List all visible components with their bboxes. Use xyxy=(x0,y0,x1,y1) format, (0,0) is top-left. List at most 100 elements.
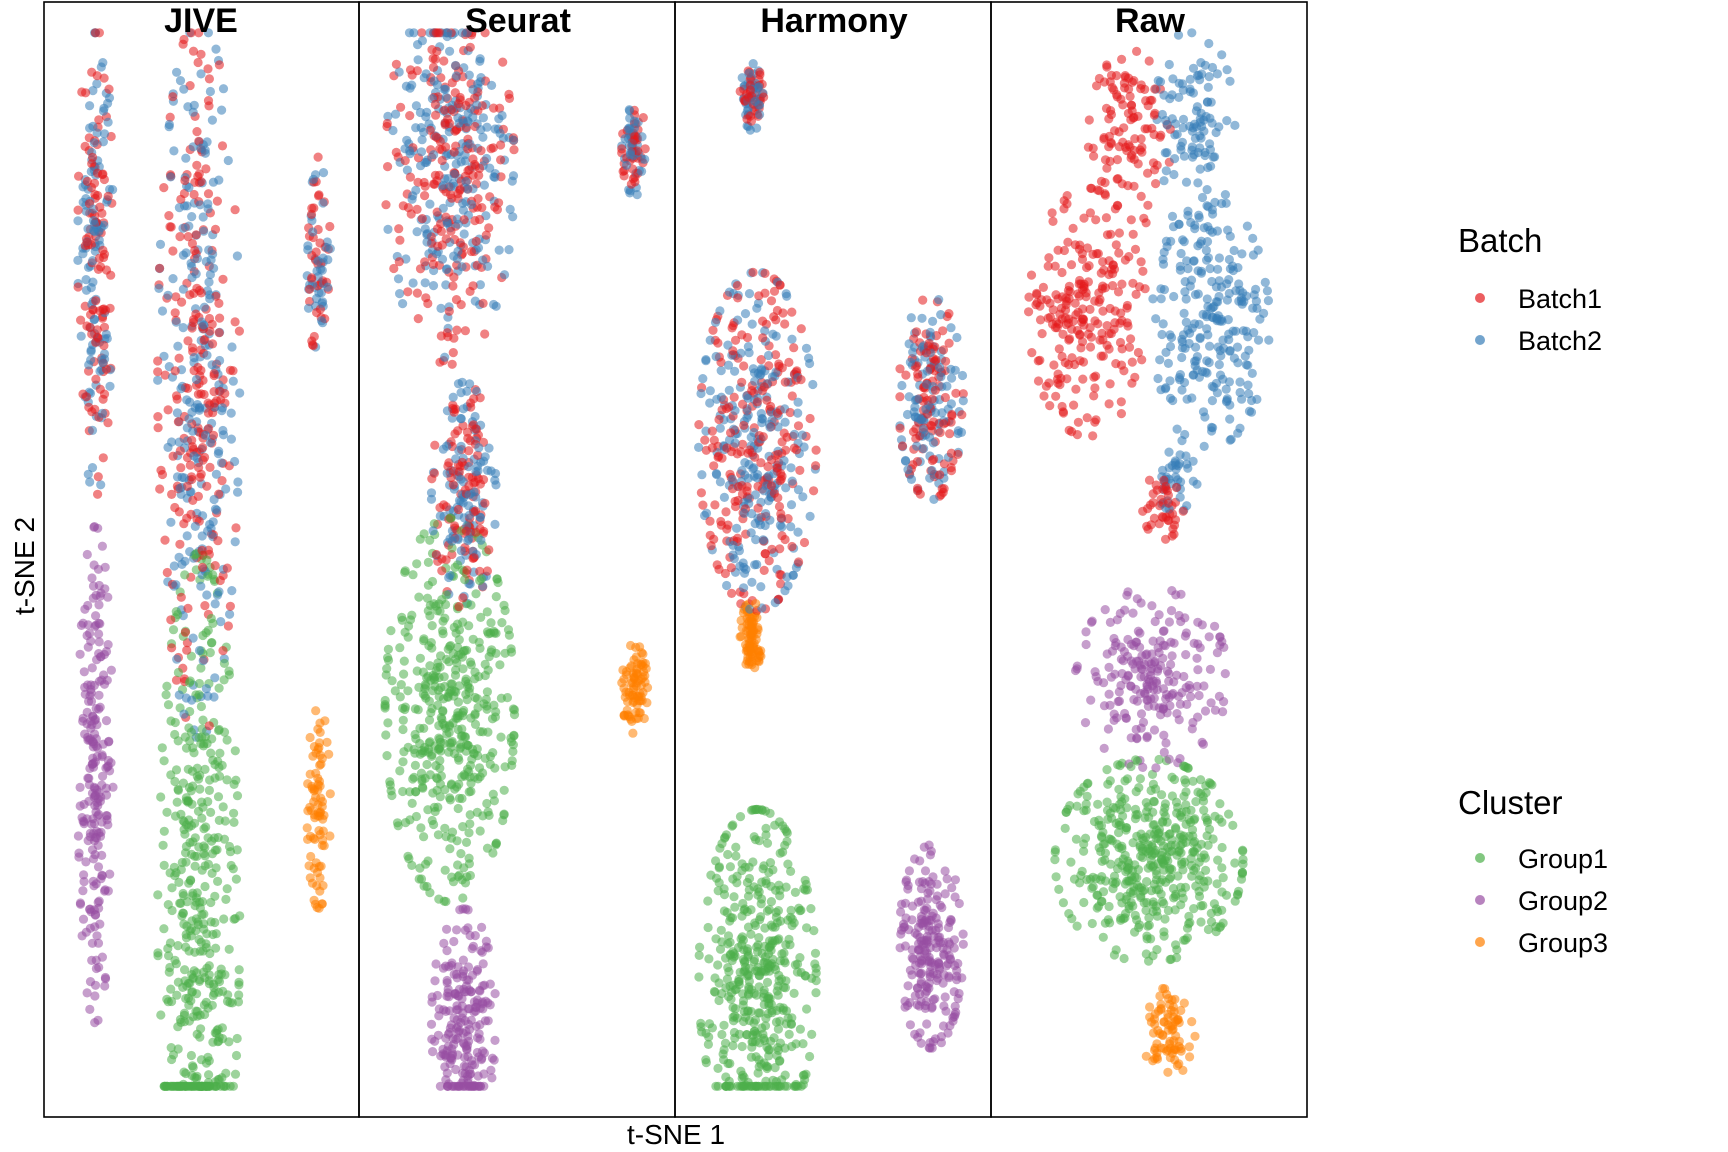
point-seurat-batch2 xyxy=(422,229,432,239)
point-raw-group3 xyxy=(1185,1052,1195,1062)
point-raw-group2 xyxy=(1114,696,1124,706)
point-raw-batch2 xyxy=(1215,370,1226,380)
point-raw-batch1 xyxy=(1126,100,1136,110)
point-seurat-group1 xyxy=(445,641,455,652)
point-jive-group1 xyxy=(195,770,205,780)
point-jive-group1 xyxy=(206,807,216,818)
point-raw-batch1 xyxy=(1038,282,1048,292)
point-jive-batch2 xyxy=(88,86,98,96)
point-harmony-group1 xyxy=(786,866,796,877)
point-jive-batch2 xyxy=(179,84,189,94)
point-raw-batch1 xyxy=(1027,348,1037,358)
point-raw-batch2 xyxy=(1225,346,1235,356)
point-harmony-batch2 xyxy=(928,438,939,448)
point-raw-batch2 xyxy=(1177,337,1187,347)
point-harmony-batch2 xyxy=(808,379,818,390)
point-jive-batch2 xyxy=(303,303,314,313)
point-jive-group2 xyxy=(101,716,112,726)
point-seurat-group1 xyxy=(495,660,505,670)
point-jive-batch2 xyxy=(230,537,240,547)
point-raw-batch2 xyxy=(1195,143,1205,153)
point-raw-batch2 xyxy=(1153,373,1163,384)
point-raw-group3 xyxy=(1165,1036,1175,1046)
point-jive-batch1 xyxy=(307,273,317,283)
point-jive-group1 xyxy=(204,1070,214,1080)
point-seurat-group1 xyxy=(393,821,403,831)
point-raw-batch1 xyxy=(1059,196,1069,206)
point-harmony-group1 xyxy=(784,1029,794,1039)
point-raw-batch2 xyxy=(1170,154,1180,164)
point-raw-batch1 xyxy=(1089,391,1099,401)
point-jive-batch1 xyxy=(153,356,163,366)
point-jive-group2 xyxy=(86,684,96,695)
point-raw-batch1 xyxy=(1125,91,1135,101)
point-raw-batch1 xyxy=(1133,159,1143,169)
point-raw-batch1 xyxy=(1116,397,1126,407)
point-jive-batch2 xyxy=(303,245,313,255)
point-jive-group1 xyxy=(179,1008,190,1018)
point-harmony-batch2 xyxy=(786,522,796,532)
point-raw-group3 xyxy=(1150,1054,1160,1064)
point-harmony-group2 xyxy=(958,929,968,939)
point-raw-group2 xyxy=(1173,691,1184,701)
point-jive-group2 xyxy=(93,811,103,821)
point-harmony-batch1 xyxy=(895,423,905,433)
point-raw-group3 xyxy=(1159,1043,1169,1054)
point-harmony-batch2 xyxy=(805,511,815,521)
point-jive-batch1 xyxy=(231,523,241,533)
point-raw-group1 xyxy=(1071,834,1081,844)
point-raw-batch1 xyxy=(1041,381,1051,391)
point-raw-group2 xyxy=(1159,626,1169,636)
point-harmony-batch1 xyxy=(951,388,961,398)
point-raw-batch2 xyxy=(1237,249,1247,259)
point-seurat-group1 xyxy=(458,822,468,832)
point-jive-batch2 xyxy=(168,274,178,284)
point-raw-group1 xyxy=(1217,842,1227,853)
point-jive-group2 xyxy=(101,783,111,793)
point-seurat-batch2 xyxy=(476,535,486,545)
point-jive-batch1 xyxy=(80,141,90,151)
point-raw-group1 xyxy=(1181,787,1191,797)
point-jive-batch1 xyxy=(94,115,104,125)
point-jive-batch2 xyxy=(198,212,208,222)
point-jive-group1 xyxy=(157,743,167,753)
point-jive-group1 xyxy=(206,748,216,758)
point-jive-group1 xyxy=(186,996,196,1006)
point-raw-group1 xyxy=(1097,832,1107,843)
point-raw-group2 xyxy=(1081,627,1091,637)
point-jive-batch1 xyxy=(214,298,224,308)
point-raw-batch1 xyxy=(1127,150,1137,160)
point-jive-group1 xyxy=(215,748,225,758)
point-jive-group3 xyxy=(305,769,315,779)
point-raw-group1 xyxy=(1141,905,1151,916)
point-seurat-batch1 xyxy=(447,549,457,560)
point-harmony-group1 xyxy=(729,892,739,902)
point-raw-group2 xyxy=(1192,681,1202,692)
point-jive-batch2 xyxy=(172,67,182,77)
point-jive-group2 xyxy=(85,1004,95,1015)
point-seurat-batch1 xyxy=(447,78,457,88)
point-seurat-group1 xyxy=(400,704,410,715)
point-raw-batch2 xyxy=(1168,395,1178,406)
point-raw-group1 xyxy=(1168,883,1179,894)
point-harmony-batch2 xyxy=(904,339,914,349)
point-seurat-group2 xyxy=(450,989,460,999)
point-jive-group2 xyxy=(88,581,99,591)
point-jive-group2 xyxy=(74,848,84,858)
point-raw-batch2 xyxy=(1194,210,1204,220)
point-seurat-group1 xyxy=(400,567,410,578)
point-raw-batch1 xyxy=(1126,334,1136,344)
point-harmony-group2 xyxy=(954,988,964,999)
point-harmony-batch2 xyxy=(921,404,931,414)
point-seurat-group2 xyxy=(478,959,488,969)
point-jive-group3 xyxy=(312,881,322,891)
point-raw-batch1 xyxy=(1116,308,1126,318)
point-raw-batch1 xyxy=(1130,244,1141,254)
point-raw-batch2 xyxy=(1202,237,1213,247)
point-jive-group1 xyxy=(205,948,215,959)
point-jive-group2 xyxy=(85,763,95,774)
point-harmony-group1 xyxy=(753,1081,764,1091)
point-seurat-batch2 xyxy=(490,468,501,479)
point-jive-group1 xyxy=(222,735,232,745)
point-raw-batch1 xyxy=(1126,215,1136,225)
